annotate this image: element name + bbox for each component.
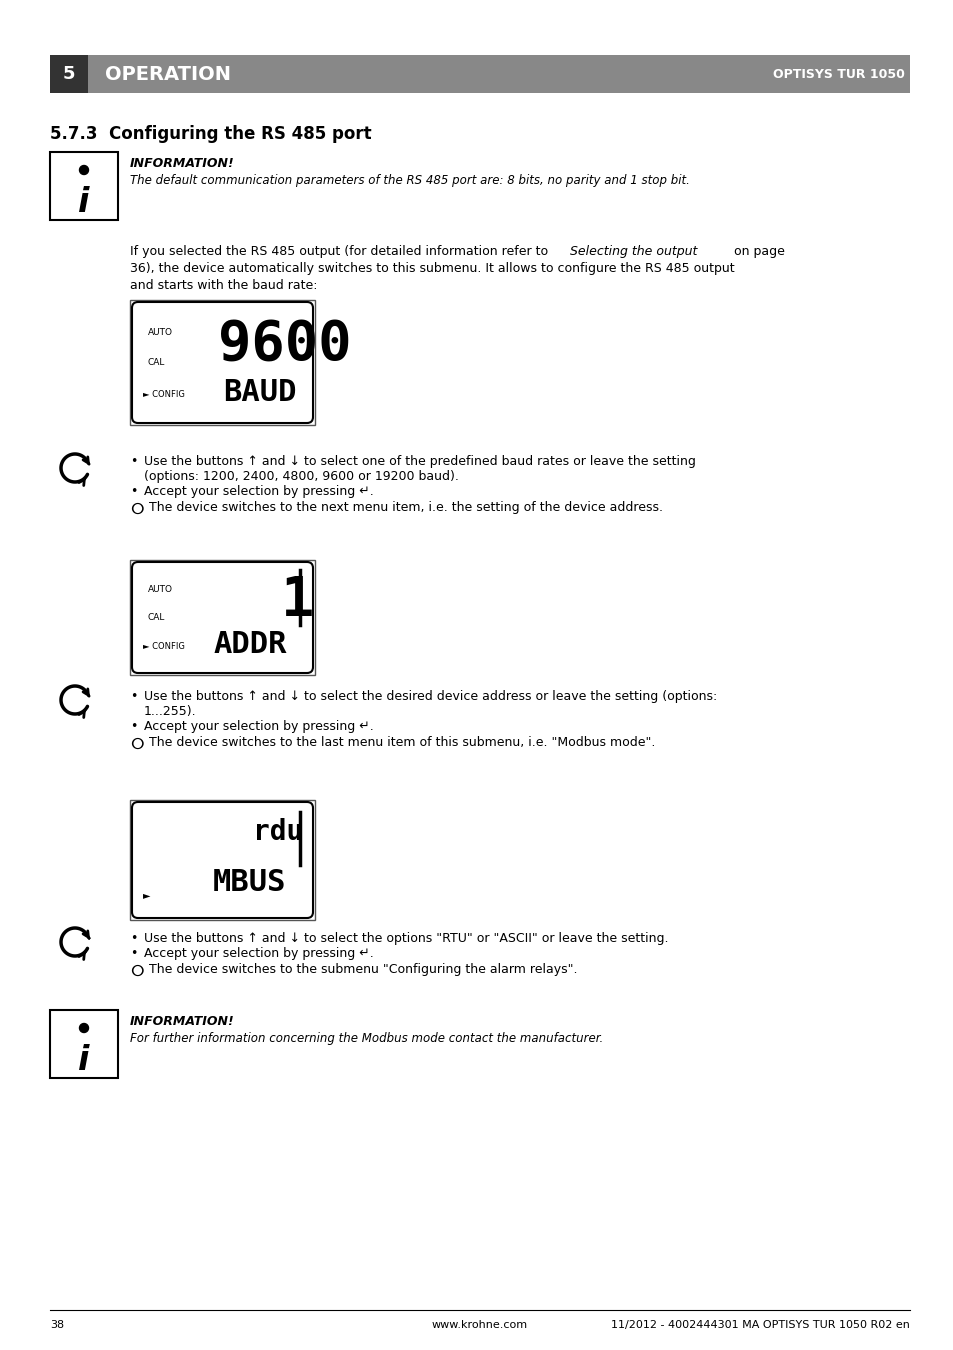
Text: •: •: [130, 946, 137, 960]
Text: The device switches to the submenu "Configuring the alarm relays".: The device switches to the submenu "Conf…: [149, 963, 577, 976]
Text: MBUS: MBUS: [213, 868, 287, 896]
Text: AUTO: AUTO: [148, 328, 172, 338]
Text: The default communication parameters of the RS 485 port are: 8 bits, no parity a: The default communication parameters of …: [130, 174, 689, 188]
Bar: [130, 300, 314, 425]
Text: 1: 1: [281, 574, 314, 626]
Bar: [130, 560, 314, 675]
Text: •: •: [130, 690, 137, 703]
Text: ⵔ: ⵔ: [130, 964, 143, 979]
Text: Use the buttons ↑ and ↓ to select one of the predefined baud rates or leave the : Use the buttons ↑ and ↓ to select one of…: [144, 455, 695, 468]
Text: AUTO: AUTO: [148, 585, 172, 594]
Text: OPERATION: OPERATION: [105, 65, 231, 84]
Bar: [50, 55, 88, 93]
Text: •: •: [130, 455, 137, 468]
Text: i: i: [78, 1044, 90, 1076]
Text: 36), the device automatically switches to this submenu. It allows to configure t: 36), the device automatically switches t…: [130, 262, 734, 275]
FancyBboxPatch shape: [132, 302, 313, 423]
Text: INFORMATION!: INFORMATION!: [130, 1015, 234, 1027]
Text: ⵔ: ⵔ: [130, 737, 143, 752]
Text: CAL: CAL: [148, 358, 165, 367]
Text: ► CONFIG: ► CONFIG: [143, 643, 185, 651]
Text: 11/2012 - 4002444301 MA OPTISYS TUR 1050 R02 en: 11/2012 - 4002444301 MA OPTISYS TUR 1050…: [611, 1320, 909, 1330]
Text: 5.7.3  Configuring the RS 485 port: 5.7.3 Configuring the RS 485 port: [50, 126, 372, 143]
Text: The device switches to the last menu item of this submenu, i.e. "Modbus mode".: The device switches to the last menu ite…: [149, 736, 655, 749]
Text: BAUD: BAUD: [223, 378, 296, 406]
Text: Accept your selection by pressing ↵.: Accept your selection by pressing ↵.: [144, 946, 374, 960]
Text: Use the buttons ↑ and ↓ to select the options "RTU" or "ASCII" or leave the sett: Use the buttons ↑ and ↓ to select the op…: [144, 931, 668, 945]
Text: The device switches to the next menu item, i.e. the setting of the device addres: The device switches to the next menu ite…: [149, 501, 662, 514]
FancyBboxPatch shape: [132, 802, 313, 918]
Text: ►: ►: [143, 890, 151, 900]
Text: ADDR: ADDR: [213, 630, 287, 659]
Text: Use the buttons ↑ and ↓ to select the desired device address or leave the settin: Use the buttons ↑ and ↓ to select the de…: [144, 690, 717, 703]
Text: Selecting the output: Selecting the output: [569, 244, 697, 258]
Text: ► CONFIG: ► CONFIG: [143, 390, 185, 400]
FancyBboxPatch shape: [132, 562, 313, 674]
Text: 5: 5: [63, 65, 75, 82]
Text: •: •: [130, 485, 137, 498]
Circle shape: [79, 1023, 89, 1033]
Text: on page: on page: [729, 244, 784, 258]
Text: •: •: [130, 720, 137, 733]
Text: For further information concerning the Modbus mode contact the manufacturer.: For further information concerning the M…: [130, 1031, 602, 1045]
Bar: [50, 1010, 118, 1079]
Text: rdu: rdu: [253, 818, 303, 846]
Text: 1...255).: 1...255).: [144, 705, 196, 718]
Circle shape: [79, 166, 89, 174]
Text: •: •: [130, 931, 137, 945]
Text: Accept your selection by pressing ↵.: Accept your selection by pressing ↵.: [144, 720, 374, 733]
Text: Accept your selection by pressing ↵.: Accept your selection by pressing ↵.: [144, 485, 374, 498]
Text: If you selected the RS 485 output (for detailed information refer to: If you selected the RS 485 output (for d…: [130, 244, 552, 258]
Text: and starts with the baud rate:: and starts with the baud rate:: [130, 279, 317, 292]
Text: OPTISYS TUR 1050: OPTISYS TUR 1050: [772, 68, 904, 81]
Text: (options: 1200, 2400, 4800, 9600 or 19200 baud).: (options: 1200, 2400, 4800, 9600 or 1920…: [144, 470, 458, 483]
Bar: [50, 153, 118, 220]
Bar: [130, 801, 314, 919]
Text: 9600: 9600: [218, 319, 352, 371]
Text: ⵔ: ⵔ: [130, 502, 143, 517]
Text: www.krohne.com: www.krohne.com: [432, 1320, 528, 1330]
Text: INFORMATION!: INFORMATION!: [130, 157, 234, 170]
Bar: [88, 55, 909, 93]
Text: i: i: [78, 185, 90, 219]
Text: 38: 38: [50, 1320, 64, 1330]
Text: CAL: CAL: [148, 613, 165, 622]
